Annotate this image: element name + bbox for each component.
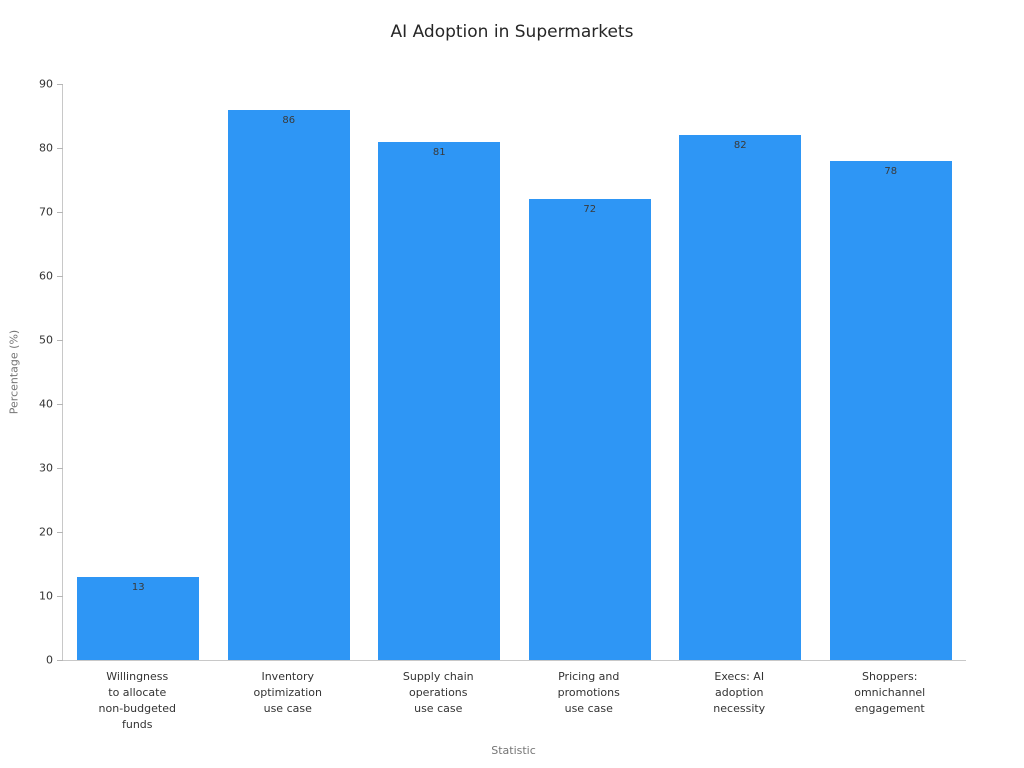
bar-0: 13 xyxy=(77,576,200,660)
bar-5: 78 xyxy=(829,160,952,660)
y-tick-mark xyxy=(57,148,63,149)
y-tick-mark xyxy=(57,340,63,341)
x-axis-category-labels: Willingness to allocate non-budgeted fun… xyxy=(62,669,965,733)
bar-slot: 82 xyxy=(665,84,816,660)
x-category-label: Shoppers: omnichannel engagement xyxy=(854,670,926,715)
bar-value-label: 81 xyxy=(432,146,446,158)
plot-area: 13 86 81 72 82 78 0 10 20 30 40 50 60 70 80 90 xyxy=(39,78,966,667)
y-tick-mark xyxy=(57,596,63,597)
x-category-label: Pricing and promotions use case xyxy=(557,670,620,715)
y-tick-mark xyxy=(57,404,63,405)
bar-value-label: 86 xyxy=(282,114,296,126)
bar-value-label: 13 xyxy=(131,581,145,593)
y-tick-label: 70 xyxy=(39,205,53,219)
bar-slot: 13 xyxy=(63,84,214,660)
y-tick-label: 20 xyxy=(39,525,53,539)
bar-slot: 72 xyxy=(515,84,666,660)
x-category-label: Willingness to allocate non-budgeted fun… xyxy=(98,670,176,731)
bar-value-label: 72 xyxy=(583,204,597,216)
bar-3: 72 xyxy=(528,199,651,660)
y-axis-label: Percentage (%) xyxy=(7,329,21,415)
bar-slot: 81 xyxy=(364,84,515,660)
y-tick-mark xyxy=(57,660,63,661)
bar-slot: 86 xyxy=(214,84,365,660)
y-tick-label: 10 xyxy=(39,589,53,603)
x-axis-label: Statistic xyxy=(491,744,536,757)
y-tick-label: 60 xyxy=(39,269,53,283)
chart-title: AI Adoption in Supermarkets xyxy=(390,22,634,42)
bar-value-label: 78 xyxy=(884,165,898,177)
bar-slot: 78 xyxy=(816,84,967,660)
x-category-label: Supply chain operations use case xyxy=(402,670,474,715)
y-tick-label: 30 xyxy=(39,461,53,475)
y-tick-mark xyxy=(57,532,63,533)
x-category-label: Inventory optimization use case xyxy=(253,670,322,715)
y-tick-mark xyxy=(57,84,63,85)
bar-2: 81 xyxy=(378,141,501,660)
y-tick-mark xyxy=(57,276,63,277)
y-tick-label: 80 xyxy=(39,141,53,155)
y-tick-mark xyxy=(57,468,63,469)
bar-1: 86 xyxy=(227,109,350,660)
y-tick-label: 50 xyxy=(39,333,53,347)
y-tick-label: 0 xyxy=(46,653,53,667)
y-tick-label: 40 xyxy=(39,397,53,411)
bar-4: 82 xyxy=(679,135,802,660)
x-category-label: Execs: AI adoption necessity xyxy=(713,670,766,715)
y-tick-mark xyxy=(57,212,63,213)
y-tick-label: 90 xyxy=(39,77,53,91)
bars-container: 13 86 81 72 82 78 xyxy=(63,84,966,660)
bar-value-label: 82 xyxy=(733,140,747,152)
